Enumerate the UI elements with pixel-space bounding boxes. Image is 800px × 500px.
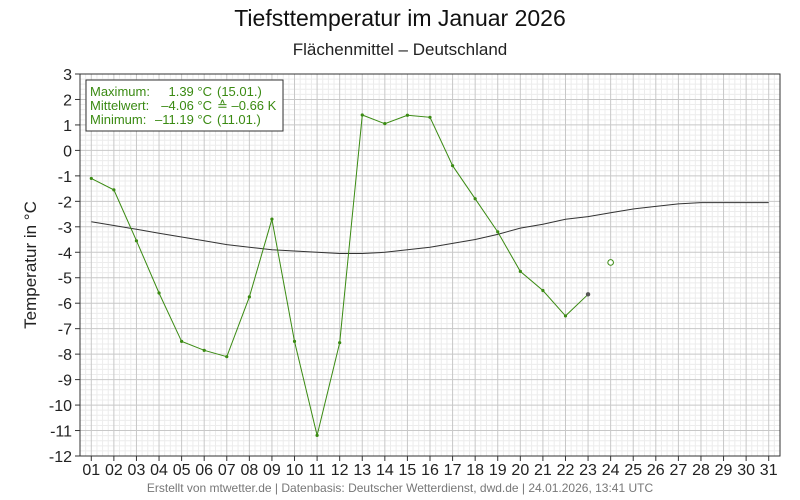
- data-point: [157, 291, 161, 295]
- x-tick-label: 06: [195, 462, 213, 479]
- legend-min-extra: (11.01.): [217, 112, 261, 127]
- x-tick-label: 04: [150, 462, 168, 479]
- data-point: [428, 115, 432, 119]
- x-tick-label: 07: [218, 462, 236, 479]
- x-tick-label: 02: [105, 462, 123, 479]
- x-tick-label: 26: [647, 462, 665, 479]
- data-point: [247, 295, 251, 299]
- x-tick-label: 18: [466, 462, 484, 479]
- climate-mean-line: [91, 202, 769, 254]
- y-tick-label: 3: [63, 67, 72, 84]
- x-tick-label: 09: [263, 462, 281, 479]
- x-tick-label: 25: [624, 462, 642, 479]
- data-point: [518, 269, 522, 273]
- y-tick-label: -8: [58, 347, 72, 364]
- data-point: [563, 314, 568, 318]
- x-tick-label: 30: [737, 462, 755, 479]
- legend-min-label: Minimum:: [90, 112, 146, 127]
- data-point: [180, 339, 184, 343]
- y-tick-label: -10: [49, 398, 72, 415]
- chart-title: Tiefsttemperatur im Januar 2026: [234, 5, 566, 31]
- y-tick-label: -6: [58, 296, 72, 313]
- x-tick-label: 28: [692, 462, 710, 479]
- data-point: [541, 288, 545, 293]
- legend-max-value: 1.39 °C: [168, 84, 212, 99]
- minor-gridlines: [79, 74, 781, 456]
- x-tick-labels: 01 02 03 04 05 06 07 08 09 10 11 12 13 14 15 16 17 18 19 20…: [82, 456, 778, 479]
- x-tick-label: 08: [240, 462, 258, 479]
- y-tick-label: 0: [63, 143, 72, 160]
- legend-mean-extra: ≙ –0.66 K: [217, 98, 277, 113]
- x-tick-label: 01: [82, 462, 100, 479]
- data-point: [585, 292, 591, 297]
- legend-max-extra: (15.01.): [217, 84, 262, 99]
- x-tick-label: 22: [557, 462, 575, 479]
- data-point: [405, 113, 410, 117]
- data-point: [450, 164, 455, 168]
- x-tick-label: 03: [128, 462, 146, 479]
- y-tick-label: -12: [49, 449, 72, 466]
- data-point: [270, 217, 274, 221]
- x-tick-label: 31: [760, 462, 778, 479]
- y-tick-labels: 3 2 1 0 -1 -2 -3 -4 -5 -6 -7 -8 -9 -10 -11 -12: [49, 67, 80, 466]
- y-tick-label: -3: [58, 220, 72, 237]
- x-tick-label: 11: [309, 462, 326, 479]
- footer-credit: Erstellt von mtwetter.de | Datenbasis: D…: [146, 481, 654, 495]
- data-point: [338, 341, 342, 345]
- x-tick-label: 21: [534, 462, 552, 479]
- legend-mean-label: Mittelwert:: [90, 98, 149, 113]
- data-point: [383, 122, 387, 126]
- y-tick-label: -5: [58, 271, 72, 288]
- x-tick-label: 15: [399, 462, 417, 479]
- legend-max-label: Maximum:: [90, 84, 150, 99]
- x-tick-label: 12: [331, 462, 349, 479]
- x-tick-label: 23: [579, 462, 597, 479]
- legend-min-value: –11.19 °C: [155, 112, 212, 127]
- y-tick-label: -11: [50, 424, 72, 441]
- y-tick-label: -2: [58, 194, 72, 211]
- x-tick-label: 17: [444, 462, 462, 479]
- data-point: [315, 433, 319, 437]
- legend-mean-value: –4.06 °C: [161, 98, 212, 113]
- x-tick-label: 13: [353, 462, 371, 479]
- y-tick-label: -4: [58, 245, 72, 262]
- data-point: [134, 239, 139, 243]
- y-tick-label: -9: [58, 373, 72, 390]
- y-tick-label: 2: [63, 92, 72, 109]
- chart-subtitle: Flächenmittel – Deutschland: [292, 40, 508, 59]
- data-point: [89, 176, 93, 181]
- x-tick-label: 29: [715, 462, 733, 479]
- data-point: [473, 197, 477, 201]
- x-tick-label: 27: [669, 462, 687, 479]
- series-layer: [89, 113, 769, 437]
- x-tick-label: 24: [602, 462, 620, 479]
- y-tick-label: -7: [58, 322, 72, 339]
- data-point: [112, 188, 116, 192]
- data-point: [496, 230, 500, 234]
- x-tick-label: 16: [421, 462, 439, 479]
- data-point: [360, 113, 364, 117]
- x-tick-label: 10: [286, 462, 304, 479]
- y-tick-label: -1: [58, 169, 72, 186]
- x-tick-label: 19: [489, 462, 507, 479]
- data-point: [225, 355, 229, 359]
- x-tick-label: 14: [376, 462, 394, 479]
- data-point: [292, 339, 297, 343]
- data-point: [202, 348, 206, 352]
- forecast-point: [607, 259, 614, 266]
- x-tick-label: 05: [173, 462, 191, 479]
- x-tick-label: 20: [511, 462, 529, 479]
- y-tick-label: 1: [63, 118, 72, 135]
- legend-box: Maximum: 1.39 °C (15.01.) Mittelwert: –4…: [85, 79, 284, 132]
- major-gridlines: [80, 73, 780, 457]
